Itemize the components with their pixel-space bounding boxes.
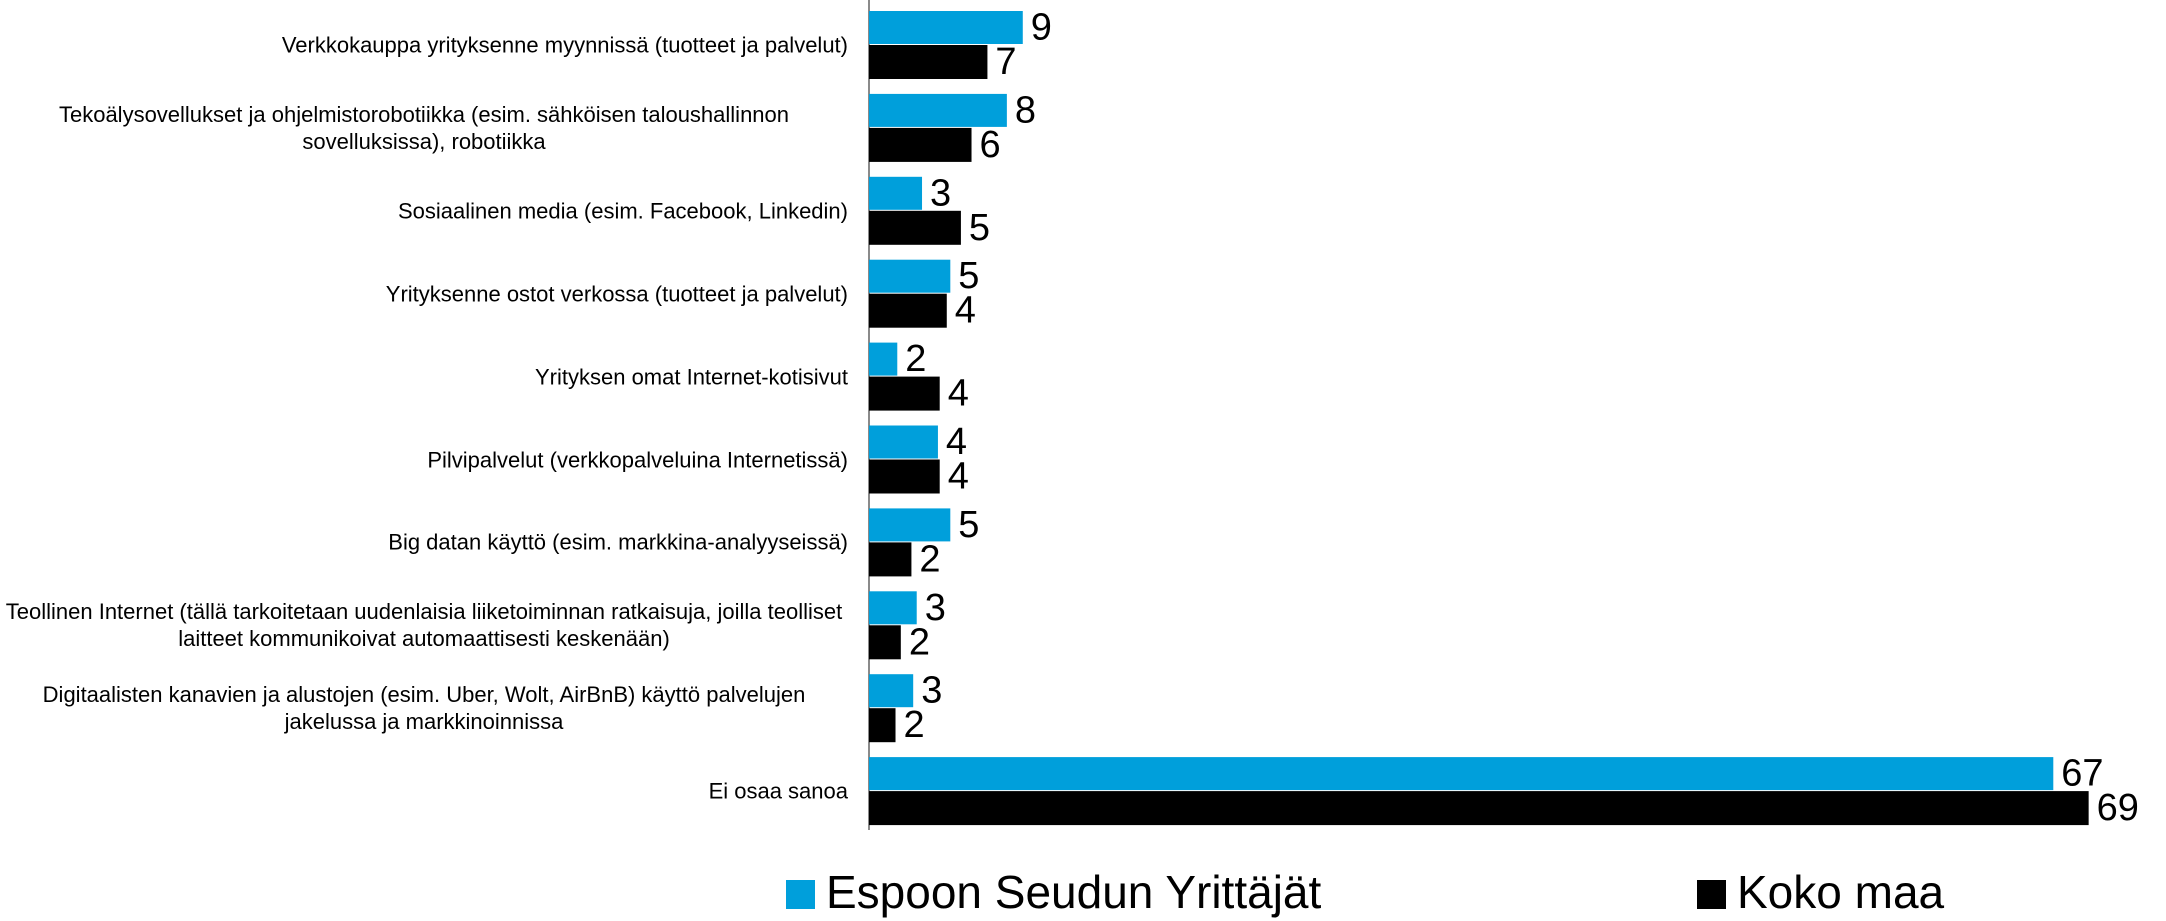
data-label: 69 bbox=[2097, 787, 2139, 829]
bar bbox=[869, 376, 940, 411]
bar bbox=[869, 757, 2054, 791]
bar bbox=[869, 45, 988, 79]
data-label: 2 bbox=[905, 338, 926, 380]
bar bbox=[869, 508, 951, 542]
data-label: 4 bbox=[948, 373, 969, 415]
data-label: 8 bbox=[1015, 89, 1036, 131]
bar bbox=[869, 542, 912, 577]
bar bbox=[869, 259, 951, 293]
bar bbox=[869, 459, 940, 494]
bar bbox=[869, 708, 896, 743]
data-label: 4 bbox=[946, 421, 967, 463]
category-label: Big datan käyttö (esim. markkina-analyys… bbox=[388, 529, 848, 555]
data-label: 3 bbox=[921, 670, 942, 712]
bar bbox=[869, 625, 901, 660]
legend-label: Espoon Seudun Yrittäjät bbox=[826, 866, 1322, 918]
category-label: Pilvipalvelut (verkkopalveluina Internet… bbox=[427, 447, 848, 472]
legend-swatch bbox=[786, 880, 815, 909]
data-label: 2 bbox=[919, 538, 940, 580]
bar bbox=[869, 425, 938, 459]
category-label: Verkkokauppa yrityksenne myynnissä (tuot… bbox=[281, 32, 848, 58]
bar bbox=[869, 210, 961, 245]
category-label: Teollinen Internet (tällä tarkoitetaan u… bbox=[5, 599, 843, 652]
bar bbox=[869, 342, 898, 376]
category-label: Sosiaalinen media (esim. Facebook, Linke… bbox=[397, 198, 848, 224]
category-label: Yrityksen omat Internet-kotisivut bbox=[534, 364, 848, 390]
data-label: 6 bbox=[980, 124, 1001, 166]
category-label: Ei osaa sanoa bbox=[708, 778, 848, 804]
data-label: 5 bbox=[969, 207, 990, 249]
data-label: 67 bbox=[2061, 753, 2103, 795]
data-label: 3 bbox=[925, 587, 946, 629]
bar bbox=[869, 293, 947, 328]
bar bbox=[869, 674, 914, 708]
bar bbox=[869, 127, 972, 162]
legend-label: Koko maa bbox=[1737, 866, 1945, 918]
bar bbox=[869, 93, 1007, 127]
data-label: 5 bbox=[958, 504, 979, 546]
data-label: 5 bbox=[958, 255, 979, 297]
category-label: Tekoälysovellukset ja ohjelmistorobotiik… bbox=[58, 101, 790, 154]
data-label: 9 bbox=[1031, 7, 1052, 49]
data-label: 3 bbox=[930, 172, 951, 214]
bar bbox=[869, 791, 2089, 826]
bar bbox=[869, 11, 1023, 44]
category-label: Digitaalisten kanavien ja alustojen (esi… bbox=[42, 682, 806, 735]
data-label: 2 bbox=[904, 704, 925, 746]
legend-swatch bbox=[1697, 880, 1726, 909]
bar bbox=[869, 591, 917, 625]
data-label: 4 bbox=[948, 456, 969, 498]
data-label: 4 bbox=[955, 290, 976, 332]
category-label: Yrityksenne ostot verkossa (tuotteet ja … bbox=[385, 281, 848, 307]
data-label: 7 bbox=[995, 41, 1016, 83]
bar bbox=[869, 176, 923, 210]
data-label: 2 bbox=[909, 621, 930, 663]
